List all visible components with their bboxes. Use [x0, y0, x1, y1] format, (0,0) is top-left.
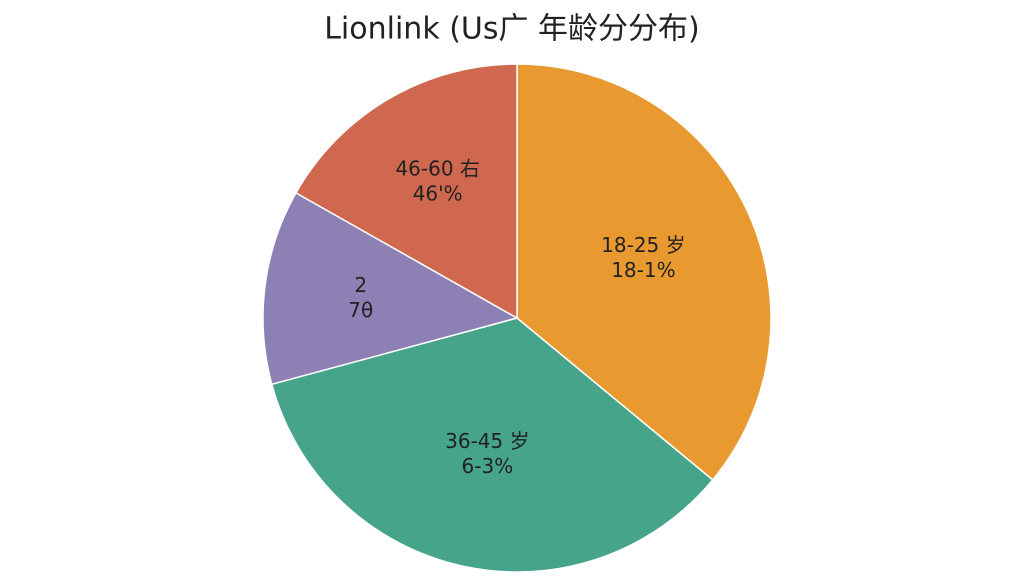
slice-label: 7θ: [348, 298, 373, 322]
slice-category: 46-60 右: [395, 156, 479, 180]
pie-slice: [294, 63, 518, 320]
slice-labels: 18-25 岁18-1% 36-45 岁6-3% 27θ 46-60 右46'%: [348, 156, 685, 478]
pie: [262, 63, 772, 573]
pie-slice: [270, 317, 714, 573]
slice-category: 2: [354, 273, 367, 297]
slice-label: 46'%: [413, 181, 463, 205]
pie-slice: [516, 63, 772, 481]
pie-slice: [262, 191, 519, 386]
slice-category: 36-45 岁: [445, 429, 529, 453]
chart-title: Lionlink (Us广 年龄分分布): [324, 12, 700, 47]
slice-label: 6-3%: [462, 454, 514, 478]
slice-label: 18-1%: [611, 258, 675, 282]
slice-category: 18-25 岁: [601, 233, 685, 257]
